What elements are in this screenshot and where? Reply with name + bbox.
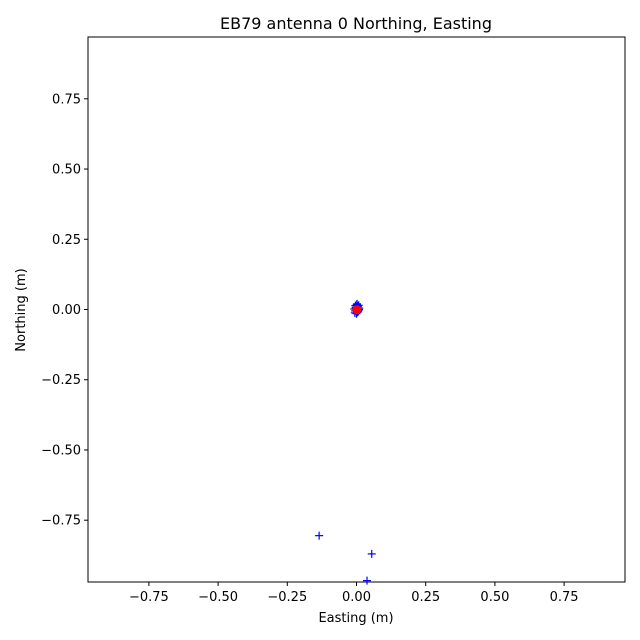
y-tick-label: 0.25: [52, 233, 81, 248]
x-axis-label: Easting (m): [318, 611, 393, 626]
x-tick-label: 0.75: [550, 590, 579, 605]
y-tick-label: 0.00: [52, 303, 81, 318]
x-tick-label: −0.50: [198, 590, 238, 605]
data-point-plus: [315, 531, 324, 540]
y-axis-label: Northing (m): [14, 268, 29, 351]
y-tick-label: −0.25: [41, 373, 81, 388]
x-tick-label: −0.75: [129, 590, 169, 605]
chart-title: EB79 antenna 0 Northing, Easting: [220, 14, 492, 33]
x-tick-label: 0.00: [342, 590, 371, 605]
x-axis: −0.75 −0.50 −0.25 0.00 0.25 0.50 0.75: [129, 582, 579, 605]
y-axis: 0.75 0.50 0.25 0.00 −0.25 −0.50 −0.75: [41, 92, 88, 529]
data-point-circle: [352, 305, 362, 315]
data-markers: [315, 299, 376, 585]
x-tick-label: 0.50: [480, 590, 509, 605]
x-tick-label: −0.25: [267, 590, 307, 605]
y-tick-label: 0.75: [52, 92, 81, 107]
y-tick-label: −0.75: [41, 514, 81, 529]
data-point-plus: [363, 576, 372, 585]
y-tick-label: 0.50: [52, 163, 81, 178]
x-tick-label: 0.25: [411, 590, 440, 605]
y-tick-label: −0.50: [41, 443, 81, 458]
data-point-plus: [367, 549, 376, 558]
